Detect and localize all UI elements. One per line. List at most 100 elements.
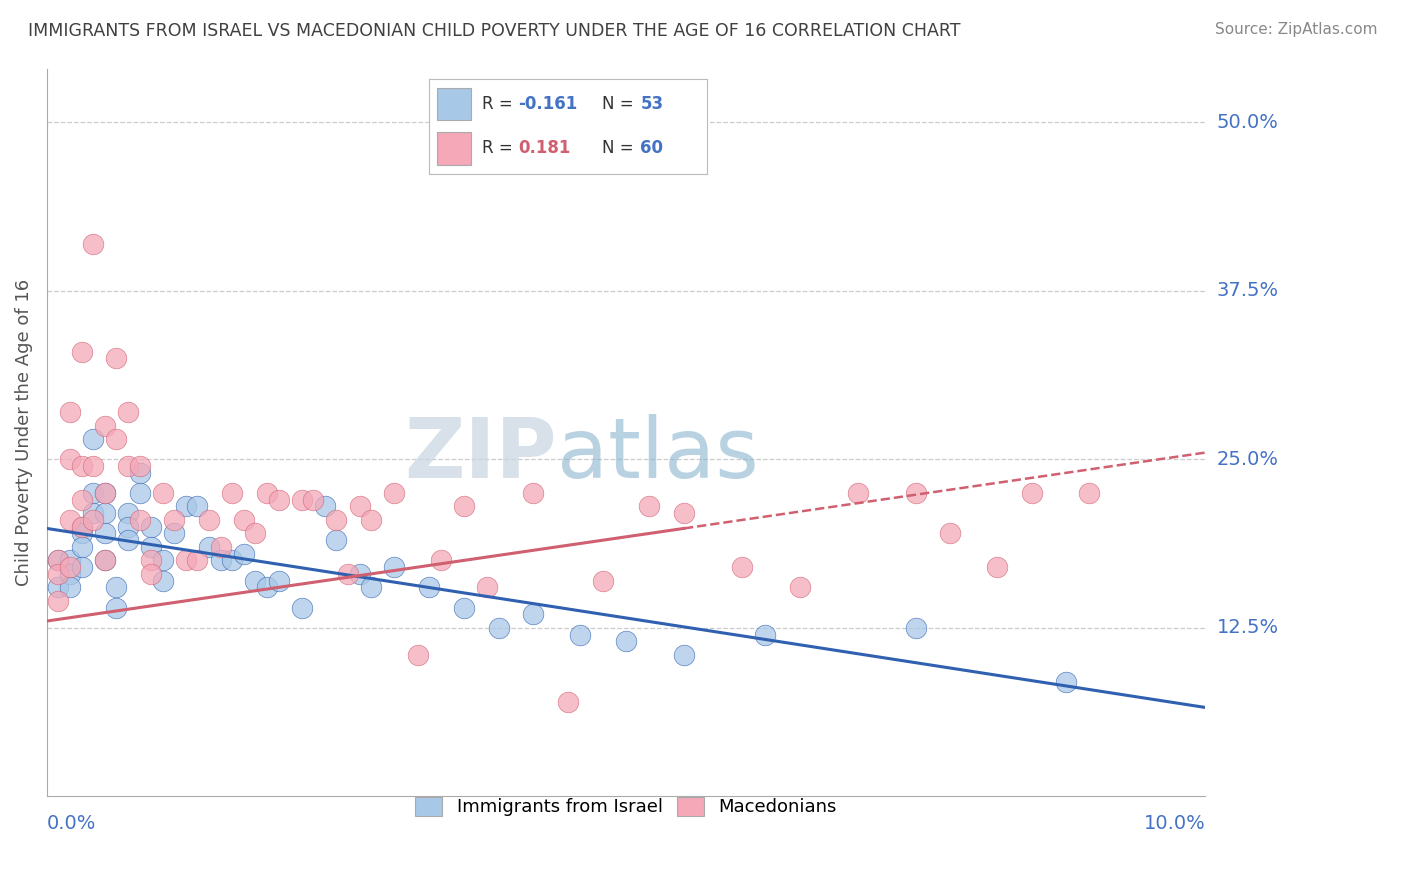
- Point: [152, 574, 174, 588]
- Point: [302, 492, 325, 507]
- Text: ZIP: ZIP: [404, 414, 557, 495]
- Point: [82, 236, 104, 251]
- Point: [488, 621, 510, 635]
- Text: 10.0%: 10.0%: [1143, 814, 1205, 833]
- Point: [105, 432, 128, 446]
- Point: [904, 486, 927, 500]
- Point: [418, 580, 440, 594]
- Point: [152, 486, 174, 500]
- Point: [48, 594, 70, 608]
- Point: [337, 566, 360, 581]
- Point: [245, 526, 267, 541]
- Point: [186, 500, 208, 514]
- Point: [82, 513, 104, 527]
- Point: [672, 506, 695, 520]
- Point: [48, 553, 70, 567]
- Point: [163, 513, 186, 527]
- Point: [70, 526, 93, 541]
- Point: [429, 553, 451, 567]
- Point: [82, 432, 104, 446]
- Point: [59, 513, 82, 527]
- Point: [291, 492, 314, 507]
- Point: [232, 513, 254, 527]
- Point: [117, 506, 139, 520]
- Text: 12.5%: 12.5%: [1216, 618, 1278, 637]
- Point: [70, 540, 93, 554]
- Text: IMMIGRANTS FROM ISRAEL VS MACEDONIAN CHILD POVERTY UNDER THE AGE OF 16 CORRELATI: IMMIGRANTS FROM ISRAEL VS MACEDONIAN CHI…: [28, 22, 960, 40]
- Point: [117, 405, 139, 419]
- Point: [128, 513, 150, 527]
- Point: [59, 553, 82, 567]
- Point: [1021, 486, 1043, 500]
- Point: [117, 533, 139, 548]
- Text: 25.0%: 25.0%: [1216, 450, 1278, 469]
- Point: [986, 560, 1008, 574]
- Point: [592, 574, 614, 588]
- Point: [904, 621, 927, 635]
- Point: [672, 648, 695, 662]
- Point: [70, 519, 93, 533]
- Text: 50.0%: 50.0%: [1216, 113, 1278, 132]
- Point: [349, 500, 371, 514]
- Point: [70, 344, 93, 359]
- Point: [245, 574, 267, 588]
- Point: [221, 553, 243, 567]
- Point: [267, 492, 290, 507]
- Y-axis label: Child Poverty Under the Age of 16: Child Poverty Under the Age of 16: [15, 279, 32, 586]
- Point: [105, 580, 128, 594]
- Point: [475, 580, 498, 594]
- Point: [94, 486, 117, 500]
- Point: [59, 560, 82, 574]
- Point: [406, 648, 429, 662]
- Point: [117, 458, 139, 473]
- Point: [128, 466, 150, 480]
- Point: [163, 526, 186, 541]
- Point: [174, 500, 197, 514]
- Point: [59, 580, 82, 594]
- Point: [82, 458, 104, 473]
- Point: [139, 540, 162, 554]
- Point: [557, 695, 579, 709]
- Point: [70, 560, 93, 574]
- Text: Source: ZipAtlas.com: Source: ZipAtlas.com: [1215, 22, 1378, 37]
- Point: [128, 486, 150, 500]
- Point: [754, 627, 776, 641]
- Point: [94, 486, 117, 500]
- Point: [94, 553, 117, 567]
- Text: 0.0%: 0.0%: [46, 814, 96, 833]
- Point: [789, 580, 811, 594]
- Point: [139, 566, 162, 581]
- Point: [139, 519, 162, 533]
- Point: [105, 351, 128, 366]
- Point: [453, 600, 475, 615]
- Point: [209, 553, 232, 567]
- Point: [105, 600, 128, 615]
- Point: [1078, 486, 1101, 500]
- Point: [82, 486, 104, 500]
- Legend: Immigrants from Israel, Macedonians: Immigrants from Israel, Macedonians: [408, 789, 844, 823]
- Point: [70, 519, 93, 533]
- Point: [267, 574, 290, 588]
- Point: [384, 486, 406, 500]
- Point: [731, 560, 754, 574]
- Point: [198, 540, 221, 554]
- Point: [48, 580, 70, 594]
- Point: [453, 500, 475, 514]
- Point: [48, 553, 70, 567]
- Point: [522, 486, 544, 500]
- Text: 37.5%: 37.5%: [1216, 281, 1278, 301]
- Point: [568, 627, 591, 641]
- Point: [325, 513, 347, 527]
- Point: [209, 540, 232, 554]
- Point: [59, 405, 82, 419]
- Point: [221, 486, 243, 500]
- Point: [174, 553, 197, 567]
- Point: [522, 607, 544, 622]
- Point: [939, 526, 962, 541]
- Point: [232, 547, 254, 561]
- Point: [198, 513, 221, 527]
- Point: [186, 553, 208, 567]
- Point: [384, 560, 406, 574]
- Point: [1054, 674, 1077, 689]
- Point: [117, 519, 139, 533]
